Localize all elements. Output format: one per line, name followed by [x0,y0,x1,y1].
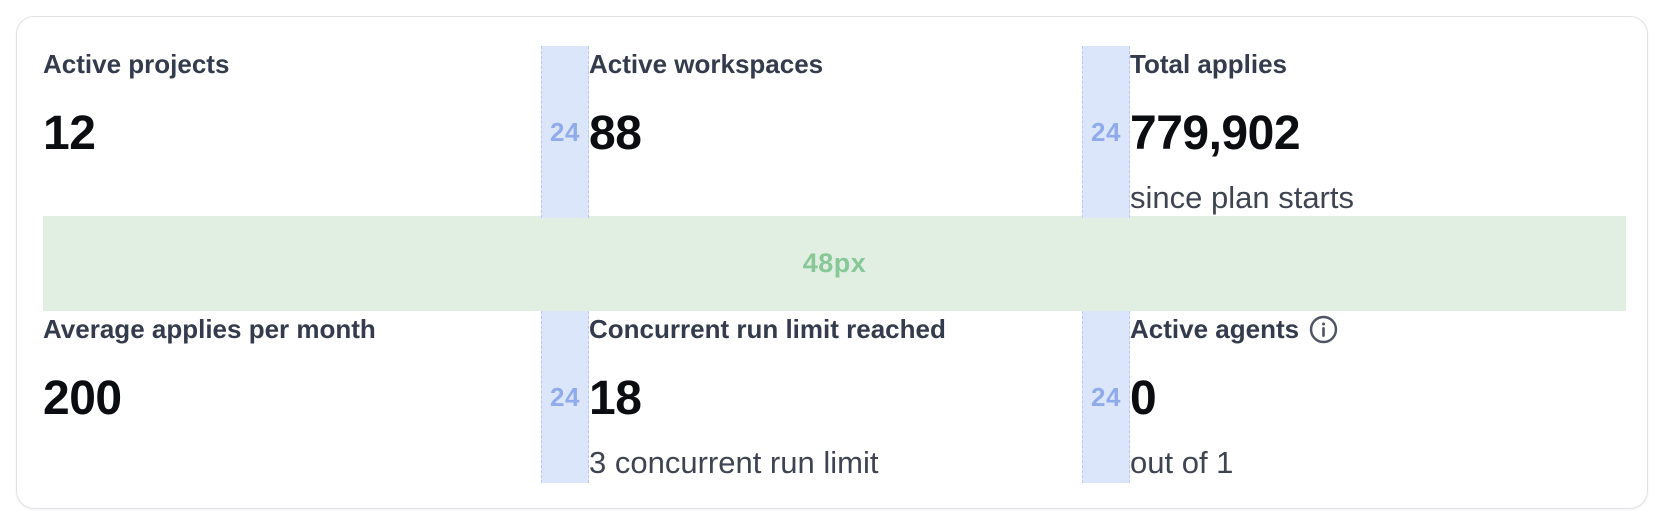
stat-active-agents: Active agents 0 out of 1 [1130,311,1624,483]
stat-value: 88 [589,107,642,160]
stat-label-text: Active workspaces [589,49,824,79]
column-gap-spacing-band: 24 [541,46,589,218]
column-gap-measurement-label: 24 [1091,381,1121,412]
stat-label-text: Active agents [1130,314,1300,344]
stat-label-text: Total applies [1130,49,1287,79]
stat-value: 0 [1130,372,1157,425]
stat-label: Average applies per month [43,311,541,347]
stat-label: Active workspaces [589,46,1082,82]
stat-average-applies-per-month: Average applies per month 200 [43,311,541,483]
stat-active-projects: Active projects 12 [43,46,541,218]
stat-label: Total applies [1130,46,1624,82]
stat-concurrent-run-limit-reached: Concurrent run limit reached 18 3 concur… [589,311,1082,483]
stat-value: 12 [43,107,96,160]
stat-value: 200 [43,372,122,425]
usage-stats-card: Active projects 12 24 Active workspaces … [16,16,1648,509]
stat-label: Active projects [43,46,541,82]
stats-row-bottom: Average applies per month 200 24 Concurr… [43,311,1626,483]
stat-active-workspaces: Active workspaces 88 [589,46,1082,218]
row-gap-measurement-label: 48px [802,248,867,278]
stat-subtext: since plan starts [1130,180,1354,215]
stat-label-text: Concurrent run limit reached [589,314,946,344]
column-gap-spacing-band: 24 [1082,311,1130,483]
stat-subtext: out of 1 [1130,445,1234,480]
row-gap-spacing-band: 48px [43,216,1626,311]
stat-label: Active agents [1130,311,1624,347]
column-gap-spacing-band: 24 [541,311,589,483]
info-icon[interactable] [1309,315,1338,344]
stat-label: Concurrent run limit reached [589,311,1082,347]
column-gap-measurement-label: 24 [1091,116,1121,147]
stat-label-text: Average applies per month [43,314,376,344]
stat-label-text: Active projects [43,49,230,79]
column-gap-measurement-label: 24 [550,116,580,147]
stats-row-top: Active projects 12 24 Active workspaces … [43,46,1626,218]
column-gap-measurement-label: 24 [550,381,580,412]
stat-total-applies: Total applies 779,902 since plan starts [1130,46,1624,218]
stat-value: 18 [589,372,642,425]
stat-subtext: 3 concurrent run limit [589,445,879,480]
stat-value: 779,902 [1130,107,1301,160]
column-gap-spacing-band: 24 [1082,46,1130,218]
